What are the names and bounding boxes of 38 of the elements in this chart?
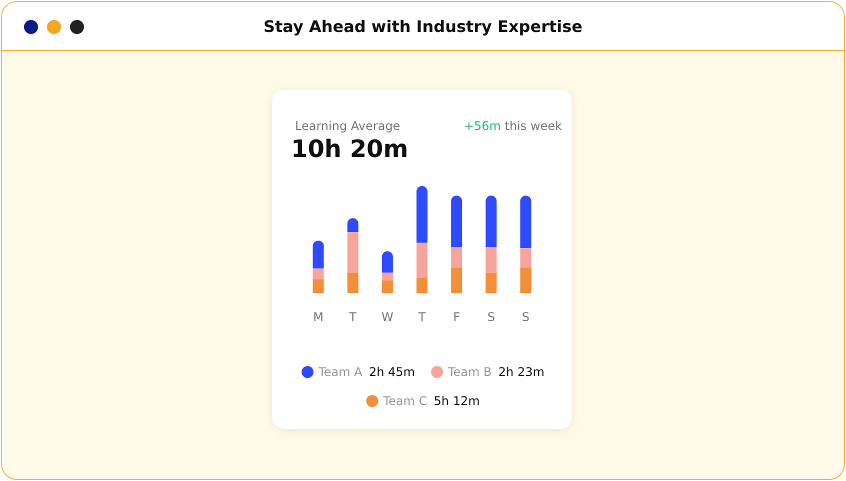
x-tick-label: W — [381, 310, 394, 324]
x-tick-label: S — [487, 310, 495, 324]
text: 2h 45m — [368, 365, 415, 379]
bar — [347, 232, 358, 273]
bar — [520, 196, 532, 248]
bar — [416, 278, 428, 293]
chart-title: Stay Ahead with Industry Expertise — [262, 17, 584, 36]
x-tick-label: M — [313, 310, 324, 324]
bar — [416, 186, 428, 243]
bar — [486, 272, 497, 293]
bar — [451, 196, 462, 247]
legend-label: Team A — [318, 365, 364, 379]
bar — [451, 267, 462, 293]
bar — [520, 267, 532, 293]
x-tick-label: T — [417, 310, 426, 324]
chart-subtitle: Learning Average — [295, 119, 400, 133]
legend-label: Team B — [446, 365, 492, 379]
x-tick-label: S — [522, 310, 530, 324]
text: +56m — [464, 119, 501, 133]
x-tick-label: T — [348, 310, 358, 324]
bar — [520, 248, 532, 268]
bar — [382, 272, 393, 280]
bar — [382, 251, 393, 273]
x-tick-label: F — [453, 310, 460, 324]
bar — [451, 246, 462, 268]
bar — [416, 242, 428, 278]
text: 5h 12m — [434, 394, 480, 408]
bar — [382, 280, 393, 293]
bar — [486, 246, 497, 273]
bar — [347, 272, 358, 293]
bar — [312, 268, 324, 280]
bar — [486, 196, 497, 247]
bar — [312, 279, 324, 293]
text: 10h 20m — [291, 135, 408, 163]
legend-label: Team C — [382, 394, 428, 408]
text: this week — [504, 119, 562, 133]
bar — [312, 240, 324, 268]
text: 2h 23m — [498, 365, 544, 379]
